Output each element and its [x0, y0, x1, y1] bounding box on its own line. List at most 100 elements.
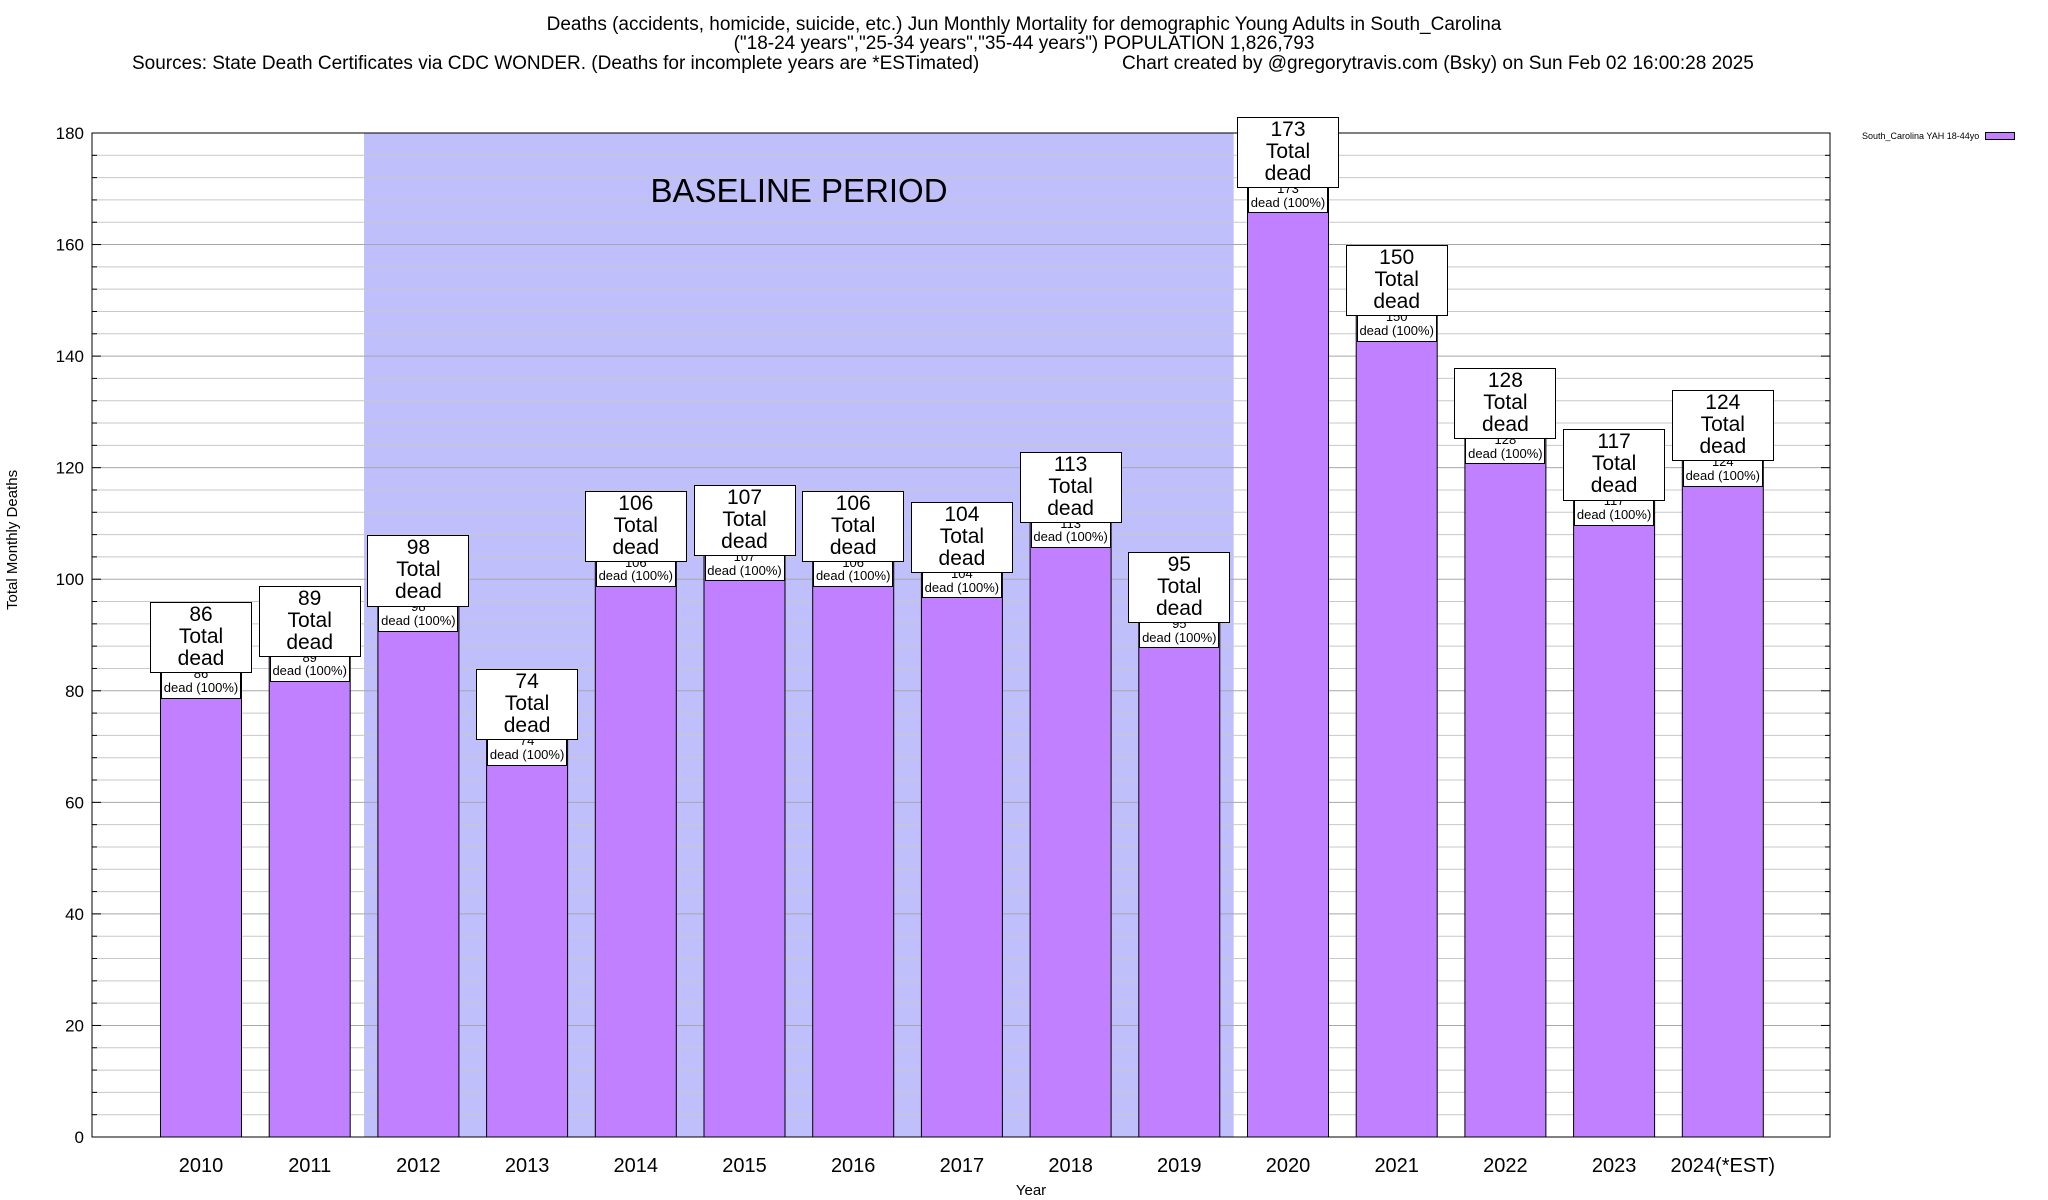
bar-inner-text: dead (100%)	[489, 746, 565, 762]
x-tick-label: 2019	[1157, 1155, 1202, 1177]
baseline-period-annotation: BASELINE PERIOD	[650, 172, 948, 209]
bar-2021	[1355, 299, 1438, 1138]
x-tick-label: 2018	[1048, 1155, 1093, 1177]
x-tick-label: 2010	[179, 1155, 224, 1177]
bar-2018	[1029, 506, 1112, 1138]
bar-total-text: Total dead	[286, 608, 334, 654]
bar-total-value: 104	[944, 502, 980, 526]
y-tick-label: 140	[56, 347, 84, 366]
bar-total-label: 117 Total dead	[1563, 429, 1666, 501]
y-tick-label: 60	[65, 793, 84, 812]
bar-total-text: Total dead	[1699, 413, 1747, 459]
bar-total-text: Total dead	[938, 524, 986, 570]
bar-2023	[1573, 483, 1656, 1138]
chart-source-note: Sources: State Death Certificates via CD…	[132, 53, 980, 74]
bar-total-text: Total dead	[395, 558, 442, 604]
bar-inner-text: dead (100%)	[1250, 194, 1326, 210]
bar-2024(*EST)	[1681, 444, 1764, 1138]
bar-inner-text: dead (100%)	[272, 663, 347, 679]
bar-total-label: 124 Total dead	[1671, 390, 1774, 462]
bar-total-text: Total dead	[1373, 268, 1421, 314]
y-tick-label: 160	[56, 236, 84, 255]
y-axis-label: Total Monthly Deaths	[4, 469, 21, 610]
y-tick-label: 180	[56, 124, 84, 143]
y-tick-label: 0	[75, 1128, 84, 1147]
legend: South_Carolina YAH 18-44yo	[1862, 131, 2016, 141]
x-tick-label: 2021	[1374, 1155, 1419, 1177]
x-tick-label: 2013	[505, 1155, 550, 1177]
bar-inner-text: dead (100%)	[1685, 467, 1761, 483]
bar-total-label: 98 Total dead	[367, 535, 470, 607]
x-tick-label: 2020	[1266, 1155, 1311, 1177]
x-tick-label: 2016	[831, 1155, 876, 1177]
x-tick-label: 2023	[1592, 1155, 1637, 1177]
chart-credit-note: Chart created by @gregorytravis.com (Bsk…	[1122, 53, 1754, 74]
bar-total-label: 86 Total dead	[150, 602, 252, 674]
bar-inner-text: dead (100%)	[1576, 507, 1652, 523]
bar-total-text: Total dead	[1047, 474, 1094, 520]
bar-total-value: 86	[189, 603, 213, 627]
bar-inner-text: dead (100%)	[1033, 529, 1108, 545]
bar-2010	[160, 656, 242, 1138]
bar-total-value: 98	[406, 536, 431, 560]
y-tick-label: 20	[65, 1016, 84, 1035]
bar-inner-text: dead (100%)	[924, 579, 1000, 595]
x-tick-label: 2015	[722, 1155, 767, 1177]
bar-total-label: 89 Total dead	[258, 585, 361, 657]
bar-total-value: 124	[1705, 391, 1741, 415]
bar-total-text: Total dead	[1482, 391, 1529, 437]
bar-total-value: 128	[1487, 369, 1523, 393]
bar-total-value: 89	[298, 586, 322, 610]
bar-total-value: 150	[1379, 246, 1415, 270]
x-tick-label: 2024(*EST)	[1671, 1155, 1776, 1177]
bar-total-label: 107 Total dead	[693, 485, 796, 557]
bar-2013	[486, 723, 569, 1138]
bar-total-value: 113	[1053, 452, 1088, 476]
bar-total-text: Total dead	[721, 508, 768, 554]
bar-2017	[920, 556, 1003, 1138]
bar-total-label: 113 Total dead	[1019, 451, 1122, 523]
bar-2022	[1464, 422, 1547, 1138]
bar-inner-text: dead (100%)	[815, 568, 891, 584]
bar-total-label: 128 Total dead	[1454, 368, 1557, 440]
y-tick-label: 40	[65, 905, 84, 924]
bar-total-label: 150 Total dead	[1345, 245, 1448, 317]
bar-total-value: 95	[1167, 553, 1191, 577]
bar-inner-text: dead (100%)	[1359, 322, 1434, 338]
y-tick-label: 80	[65, 682, 84, 701]
bar-inner-text: dead (100%)	[163, 679, 239, 695]
x-tick-label: 2012	[396, 1155, 441, 1177]
x-tick-label: 2014	[614, 1155, 659, 1177]
y-tick-label: 100	[56, 570, 84, 589]
plot-frame	[91, 132, 1831, 1138]
bar-total-value: 74	[515, 670, 539, 694]
bar-total-value: 106	[618, 491, 654, 515]
x-tick-label: 2022	[1483, 1155, 1528, 1177]
bar-inner-text: dead (100%)	[381, 613, 456, 629]
bar-2020	[1247, 171, 1329, 1138]
bar-total-text: Total dead	[612, 513, 660, 559]
bar-2019	[1138, 606, 1221, 1138]
bar-inner-text: dead (100%)	[1142, 629, 1217, 645]
bar-total-value: 117	[1597, 430, 1631, 454]
bar-2015	[703, 539, 786, 1138]
bar-total-label: 106 Total dead	[802, 490, 905, 562]
legend-swatch	[1985, 132, 2016, 140]
bar-total-label: 173 Total dead	[1237, 117, 1339, 189]
bar-2012	[377, 589, 460, 1138]
bar-total-text: Total dead	[1264, 140, 1312, 186]
x-tick-label: 2017	[940, 1155, 985, 1177]
bar-total-value: 106	[835, 491, 871, 515]
legend-entry-label: South_Carolina YAH 18-44yo	[1862, 131, 1980, 141]
bar-inner-text: dead (100%)	[598, 568, 674, 584]
x-axis-label: Year	[1015, 1182, 1047, 1199]
bar-2014	[594, 545, 677, 1138]
bar-total-text: Total dead	[1590, 452, 1638, 498]
bar-total-value: 107	[726, 486, 763, 510]
bar-inner-text: dead (100%)	[1468, 445, 1543, 461]
bar-2016	[812, 545, 895, 1138]
bar-2011	[268, 640, 351, 1138]
bar-total-text: Total dead	[1155, 575, 1203, 621]
bar-total-text: Total dead	[503, 692, 551, 738]
